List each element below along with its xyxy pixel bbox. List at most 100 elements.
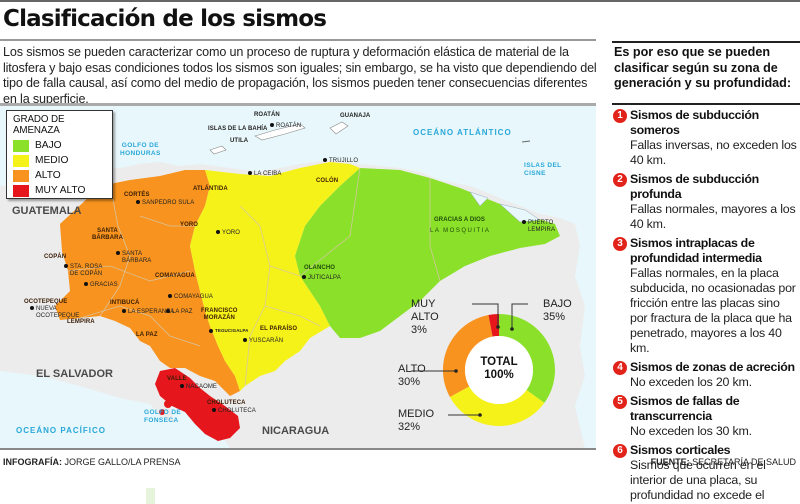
label-dept-la-paz: LA PAZ — [136, 332, 158, 338]
donut-svg — [411, 303, 555, 427]
city-choluteca: CHOLUTECA — [212, 408, 256, 414]
city-trujillo: TRUJILLO — [323, 158, 358, 164]
classification-item: 6 Sismos corticales Sismos que ocurren e… — [613, 443, 800, 504]
number-badge-icon: 4 — [613, 361, 627, 375]
stray-mark — [146, 488, 155, 504]
classification-title: Sismos de subducción someros — [630, 108, 759, 137]
city-sta-rosa: STA. ROSA DE COPÁN — [64, 264, 102, 278]
city-tegucigalpa: TEGUCIGALPA — [209, 328, 249, 333]
label-valle: VALLE — [167, 376, 187, 382]
legend: GRADO DE AMENAZA BAJO MEDIO ALTO MUY ALT… — [6, 110, 113, 199]
label-guanaja: GUANAJA — [340, 113, 371, 119]
legend-item-medio: MEDIO — [13, 153, 112, 168]
legend-label: MEDIO — [35, 155, 69, 166]
source: FUENTE: SECRETARÍA DE SALUD — [650, 457, 796, 467]
classification-desc: Fallas normales, mayores a los 40 km. — [630, 202, 796, 231]
number-badge-icon: 3 — [613, 237, 627, 251]
legend-item-muy-alto: MUY ALTO — [13, 183, 112, 198]
classification-item: 5 Sismos de fallas de transcurrencia No … — [613, 394, 800, 439]
swatch-medio — [13, 154, 29, 167]
label-islas-bahia: ISLAS DE LA BAHÍA — [208, 126, 268, 132]
city-gracias: GRACIAS — [84, 282, 118, 288]
label-golfo-honduras: GOLFO DE HONDURAS — [120, 142, 161, 157]
label-el-paraiso: EL PARAÍSO — [260, 326, 298, 332]
swatch-bajo — [13, 139, 29, 152]
donut-label-muy-alto: MUY ALTO 3% — [411, 298, 439, 336]
city-nueva-ocotepeque: NUEVA OCOTEPEQUE — [30, 306, 79, 320]
label-oceano-atlantico: OCEÁNO ATLÁNTICO — [413, 128, 512, 137]
map-divider-top — [0, 103, 596, 106]
classification-desc: No exceden los 30 km. — [630, 424, 752, 438]
label-dept-choluteca: CHOLUTECA — [207, 400, 246, 406]
legend-title: GRADO DE AMENAZA — [13, 114, 65, 136]
label-atlantida: ATLÁNTIDA — [193, 186, 228, 192]
swatch-alto — [13, 169, 29, 182]
label-ocotepeque: OCOTEPEQUE — [24, 299, 68, 305]
classification-title: Sismos de subducción profunda — [630, 172, 759, 201]
sidebar-intro: Es por eso que se pueden clasificar segú… — [614, 45, 792, 90]
label-colon: COLÓN — [316, 178, 339, 184]
label-dept-comayagua: COMAYAGUA — [155, 273, 195, 279]
sidebar-divider-top — [612, 41, 800, 43]
city-la-paz: LA PAZ — [166, 309, 193, 315]
city-nacaome: NACAOME — [180, 384, 217, 390]
hazard-map: GRADO DE AMENAZA BAJO MEDIO ALTO MUY ALT… — [0, 106, 596, 448]
classification-title: Sismos corticales — [630, 443, 731, 457]
city-yuscaran: YUSCARÁN — [243, 338, 283, 344]
city-yoro: YORO — [216, 230, 240, 236]
classification-item: 3 Sismos intraplacas de profundidad inte… — [613, 236, 800, 356]
label-golfo-fonseca: GOLFO DE FONSECA — [144, 409, 182, 424]
map-shapes — [0, 121, 596, 448]
donut-label-alto: ALTO 30% — [398, 363, 426, 388]
label-roatan-island: ROATÁN — [254, 112, 280, 118]
classification-title: Sismos de zonas de acreción — [630, 360, 795, 374]
top-rule — [0, 0, 800, 2]
number-badge-icon: 5 — [613, 395, 627, 409]
sidebar-divider — [612, 103, 800, 105]
map-divider-bottom — [0, 448, 596, 450]
label-el-salvador: EL SALVADOR — [36, 368, 114, 380]
legend-label: BAJO — [35, 140, 62, 151]
donut-label-bajo: BAJO 35% — [543, 298, 572, 323]
city-puerto-lempira: PUERTO LEMPIRA — [522, 220, 555, 234]
label-lempira: LEMPIRA — [67, 319, 95, 325]
classification-item: 4 Sismos de zonas de acreción No exceden… — [613, 360, 800, 390]
label-copan: COPÁN — [44, 254, 67, 260]
label-gracias-a-dios: GRACIAS A DIOS — [434, 217, 485, 223]
legend-label: MUY ALTO — [35, 185, 86, 196]
city-juticalpa: JUTICALPA — [302, 275, 341, 281]
classification-desc: Fallas inversas, no exceden los 40 km. — [630, 138, 797, 167]
donut-center-total: TOTAL 100% — [480, 356, 518, 381]
legend-item-alto: ALTO — [13, 168, 112, 183]
label-roatan-city: ROATÁN — [270, 123, 301, 129]
swatch-muy-alto — [13, 184, 29, 197]
classification-title: Sismos de fallas de transcurrencia — [630, 394, 740, 423]
label-la-mosquitia: LA MOSQUITIA — [430, 228, 491, 234]
label-utila: UTILA — [230, 138, 249, 144]
legend-label: ALTO — [35, 170, 61, 181]
label-oceano-pacifico: OCEÁNO PACÍFICO — [16, 426, 106, 435]
classification-desc: No exceden los 20 km. — [630, 375, 752, 389]
city-comayagua: COMAYAGUA — [168, 294, 213, 300]
label-intibuca: INTIBUCÁ — [110, 300, 140, 306]
number-badge-icon: 2 — [613, 173, 627, 187]
label-nicaragua: NICARAGUA — [262, 425, 330, 437]
label-islas-cisne: ISLAS DEL CISNE — [524, 162, 562, 177]
classification-item: 2 Sismos de subducción profunda Fallas n… — [613, 172, 800, 232]
credit: INFOGRAFÍA: JORGE GALLO/LA PRENSA — [3, 457, 181, 467]
city-san-pedro-sula: SANPEDRO SULA — [136, 200, 194, 206]
donut-label-medio: MEDIO 32% — [398, 408, 435, 433]
classification-title: Sismos intraplacas de profundidad interm… — [630, 236, 762, 265]
legend-item-bajo: BAJO — [13, 138, 112, 153]
city-la-ceiba: LA CEIBA — [248, 171, 281, 177]
classification-item: 1 Sismos de subducción someros Fallas in… — [613, 108, 800, 168]
label-francisco-morazan: FRANCISCO MORAZÁN — [201, 308, 238, 321]
classification-desc: Fallas normales, en la placa subducida, … — [630, 266, 796, 355]
city-la-esperanza: LA ESPERANZA — [122, 309, 174, 315]
label-cortes: CORTÉS — [124, 192, 150, 198]
classification-list: 1 Sismos de subducción someros Fallas in… — [613, 108, 800, 504]
label-dept-yoro: YORO — [180, 222, 199, 228]
page-title: Clasificación de los sismos — [3, 6, 327, 32]
label-guatemala: GUATEMALA — [12, 205, 82, 217]
number-badge-icon: 6 — [613, 444, 627, 458]
